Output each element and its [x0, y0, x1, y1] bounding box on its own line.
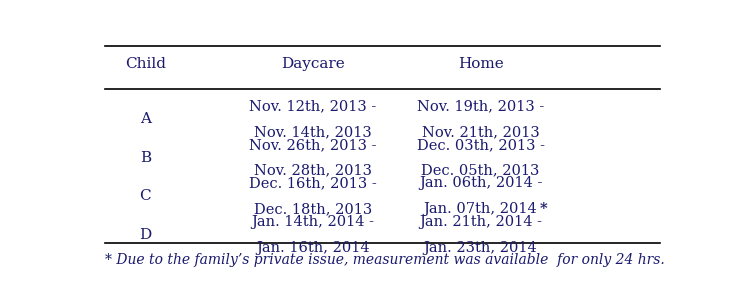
Text: Dec. 03th, 2013 -: Dec. 03th, 2013 - [416, 138, 545, 152]
Text: B: B [140, 151, 151, 165]
Text: *: * [539, 202, 547, 216]
Text: A: A [140, 112, 151, 126]
Text: Dec. 05th, 2013: Dec. 05th, 2013 [421, 164, 540, 178]
Text: Home: Home [458, 57, 504, 72]
Text: Dec. 16th, 2013 -: Dec. 16th, 2013 - [249, 176, 377, 190]
Text: Jan. 23th, 2014: Jan. 23th, 2014 [424, 241, 537, 255]
Text: Nov. 26th, 2013 -: Nov. 26th, 2013 - [249, 138, 377, 152]
Text: Nov. 28th, 2013: Nov. 28th, 2013 [254, 164, 372, 178]
Text: Child: Child [125, 57, 166, 72]
Text: Jan. 07th, 2014: Jan. 07th, 2014 [424, 202, 537, 216]
Text: Jan. 06th, 2014 -: Jan. 06th, 2014 - [419, 176, 542, 190]
Text: Jan. 16th, 2014: Jan. 16th, 2014 [256, 241, 370, 255]
Text: Jan. 21th, 2014 -: Jan. 21th, 2014 - [419, 215, 542, 229]
Text: D: D [140, 228, 151, 242]
Text: Nov. 14th, 2013: Nov. 14th, 2013 [254, 125, 372, 139]
Text: * Due to the family’s private issue, measurement was available  for only 24 hrs.: * Due to the family’s private issue, mea… [104, 253, 665, 267]
Text: Nov. 12th, 2013 -: Nov. 12th, 2013 - [249, 99, 377, 113]
Text: Dec. 18th, 2013: Dec. 18th, 2013 [254, 202, 372, 216]
Text: Jan. 14th, 2014 -: Jan. 14th, 2014 - [251, 215, 374, 229]
Text: Daycare: Daycare [281, 57, 345, 72]
Text: Nov. 19th, 2013 -: Nov. 19th, 2013 - [417, 99, 545, 113]
Text: C: C [140, 189, 151, 203]
Text: Nov. 21th, 2013: Nov. 21th, 2013 [421, 125, 539, 139]
